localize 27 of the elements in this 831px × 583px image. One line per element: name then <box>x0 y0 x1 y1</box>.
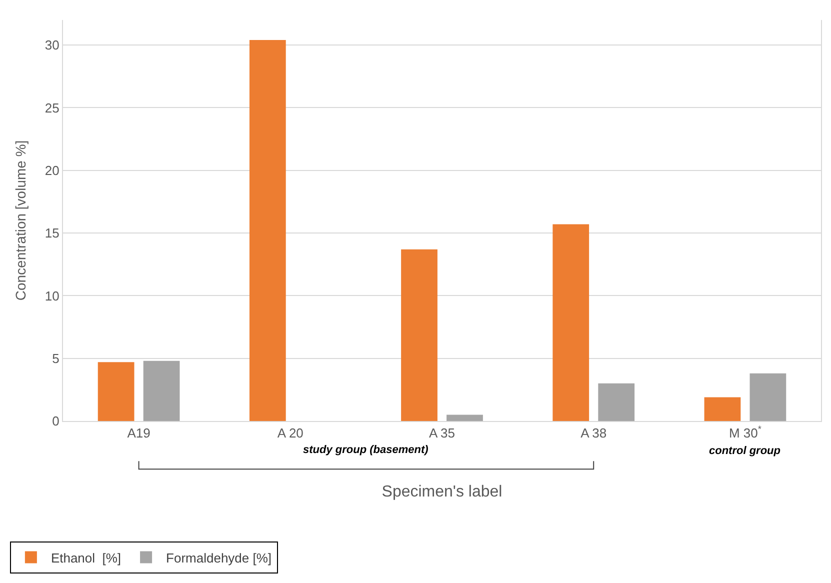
bar <box>98 362 134 421</box>
y-tick-label: 5 <box>52 350 60 366</box>
x-tick-label: A 35 <box>428 426 456 441</box>
text: study group (basement) <box>303 444 429 456</box>
bar <box>704 397 741 421</box>
bar <box>446 414 483 421</box>
x-axis-title: Specimen's label <box>382 483 502 500</box>
text: control group <box>709 445 781 457</box>
x-tick-label: A 20 <box>277 426 304 441</box>
bar <box>401 249 438 421</box>
y-tick-label: 20 <box>44 162 60 178</box>
bar <box>143 360 180 421</box>
x-tick-label: M 30$^{*}$ <box>728 424 762 441</box>
y-tick-label: 0 <box>52 414 60 429</box>
x-tick-label: A19 <box>127 426 150 441</box>
y-tick-label: 10 <box>44 288 60 304</box>
x-tick-label: A 38 <box>580 426 607 441</box>
bar <box>249 40 286 421</box>
legend-label: Ethanol [%] <box>50 550 122 566</box>
y-tick-label: 30 <box>44 38 60 53</box>
legend-label: Formaldehyde [%] <box>166 550 272 566</box>
y-tick-label: 25 <box>44 100 60 116</box>
y-tick-label: 15 <box>44 226 60 241</box>
bar <box>552 224 590 421</box>
bar <box>750 373 786 421</box>
bar <box>598 383 635 421</box>
y-axis-title: Concentration [volume %] <box>12 140 29 301</box>
